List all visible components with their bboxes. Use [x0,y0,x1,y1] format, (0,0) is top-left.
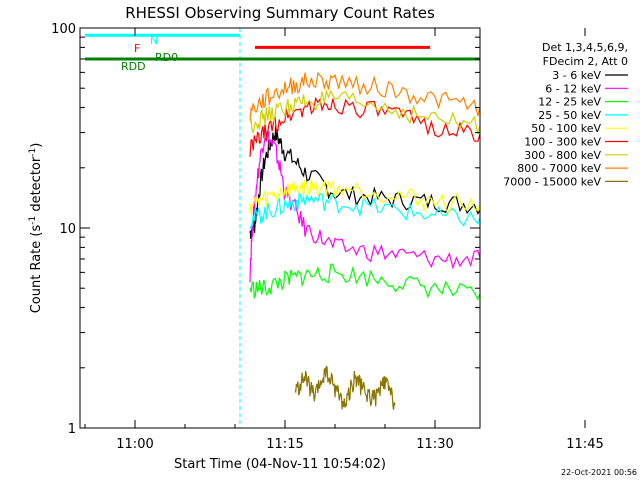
legend-entry-label-8: 7000 - 15000 keV [503,175,601,188]
series-line-5 [249,96,480,157]
state-bars-layer [85,33,480,61]
series-line-8 [294,365,396,410]
series-line-0 [249,125,480,239]
legend-header-line1: Det 1,3,4,5,6,9, [542,41,628,54]
y-tick-label-1: 10 [59,222,76,237]
legend-entry-label-2: 12 - 25 keV [538,96,601,109]
series-line-3 [249,191,480,230]
y-tick-label-2: 1 [68,422,76,437]
series-line-2 [249,263,480,301]
y-axis-label-part1: Count Rate (s [29,225,44,314]
chart-title: RHESSI Observing Summary Count Rates [125,4,435,22]
flag-label-f: F [134,42,140,55]
x-tick-label-1: 11:15 [266,437,303,452]
legend-entry-label-0: 3 - 6 keV [552,69,601,82]
legend-entry-label-6: 300 - 800 keV [524,149,601,162]
vlines-layer [239,28,241,428]
flag-label-n: N [150,34,158,47]
series-line-4 [249,179,480,215]
x-tick-label-2: 11:30 [416,437,453,452]
legend-entry-label-5: 100 - 300 keV [524,136,601,149]
series-line-6 [249,88,480,135]
x-axis-label: Start Time (04-Nov-11 10:54:02) [174,457,386,472]
legend-header-line2: FDecim 2, Att 0 [543,55,628,68]
series-line-7 [249,71,480,120]
legend: Det 1,3,4,5,6,9, FDecim 2, Att 0 3 - 6 k… [503,41,628,188]
series-line-1 [249,131,480,283]
flag-label-rdd: RDD [121,60,146,73]
y-tick-label-0: 100 [51,22,76,37]
x-tick-label-3: 11:45 [566,437,603,452]
y-axis-label-sup1: -1 [28,216,38,225]
flag-label-rd0: RD0 [155,51,178,64]
footer-timestamp: 22-Oct-2021 00:56 [561,468,637,477]
x-tick-label-0: 11:00 [116,437,153,452]
y-axis-label: Count Rate (s-1 detector-1) [28,143,44,314]
legend-entry-label-1: 6 - 12 keV [545,82,601,95]
legend-entry-label-3: 25 - 50 keV [538,109,601,122]
legend-entry-label-4: 50 - 100 keV [531,122,601,135]
y-ticks-layer: 100 10 1 [51,22,480,437]
y-axis-label-sup2: -1 [28,148,38,157]
legend-entry-label-7: 800 - 7000 keV [517,162,601,175]
y-axis-label-part2: detector [29,156,44,216]
y-axis-label-part3: ) [29,143,44,148]
series-layer [249,71,480,410]
